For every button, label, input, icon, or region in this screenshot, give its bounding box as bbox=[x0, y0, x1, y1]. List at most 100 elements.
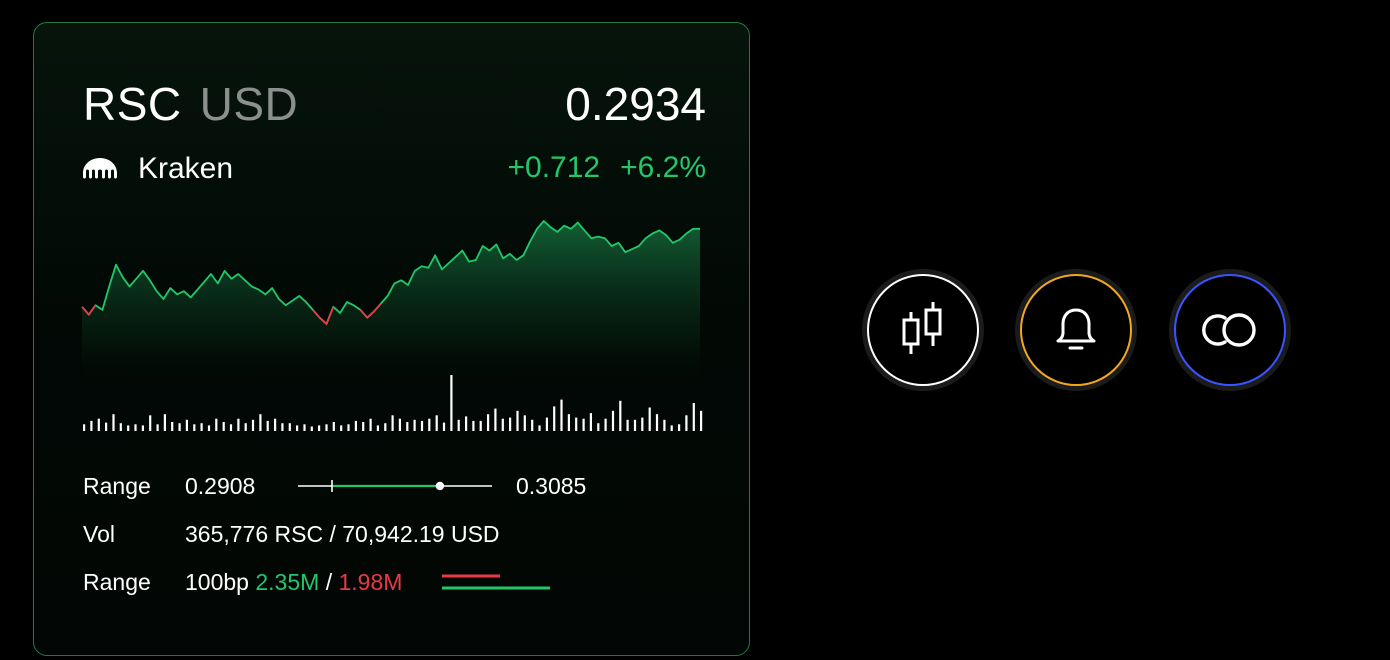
volume-bar bbox=[611, 410, 615, 431]
exchange-name: Kraken bbox=[138, 152, 234, 185]
volume-bar bbox=[347, 424, 350, 431]
volume-bar bbox=[288, 423, 291, 431]
ticker-card[interactable]: RSC USD 0.2934 Kraken +0.712 +6.2% Range … bbox=[33, 22, 750, 656]
range-current-marker bbox=[435, 481, 445, 491]
volume-bar bbox=[472, 420, 475, 431]
quote-currency: USD bbox=[199, 78, 299, 130]
volume-bar bbox=[494, 408, 497, 431]
volume-label: Vol bbox=[83, 521, 115, 547]
volume-bar bbox=[700, 410, 703, 431]
volume-bar bbox=[655, 414, 659, 431]
volume-bar bbox=[406, 422, 409, 431]
volume-bar bbox=[171, 422, 174, 431]
volume-bar bbox=[516, 410, 519, 431]
volume-bar bbox=[193, 424, 196, 431]
volume-bar bbox=[538, 425, 541, 431]
volume-bar bbox=[237, 418, 240, 431]
volume-bar bbox=[648, 407, 651, 431]
volume-bar bbox=[229, 424, 233, 431]
depth-ask: 1.98M bbox=[338, 569, 403, 595]
volume-bar bbox=[83, 424, 86, 431]
price-change: +0.712 +6.2% bbox=[508, 151, 707, 185]
volume-bar bbox=[207, 425, 211, 431]
change-percent: +6.2% bbox=[620, 151, 706, 184]
volume-bar bbox=[90, 420, 93, 431]
coinbase-connect-button[interactable] bbox=[1169, 269, 1291, 391]
volume-bar bbox=[589, 413, 592, 431]
range-low: 0.2908 bbox=[185, 473, 256, 499]
volume-bar bbox=[119, 423, 122, 431]
volume-bar bbox=[420, 420, 424, 431]
volume-bar bbox=[354, 420, 357, 431]
down-segment bbox=[366, 303, 382, 319]
volume-bar bbox=[296, 425, 299, 431]
depth-label: Range bbox=[83, 569, 151, 595]
volume-bar bbox=[163, 414, 166, 431]
volume-bar bbox=[376, 425, 379, 431]
volume-bars bbox=[83, 375, 703, 431]
volume-bar bbox=[325, 424, 328, 431]
volume-bar bbox=[303, 424, 306, 431]
depth-separator: / bbox=[325, 569, 333, 595]
volume-bar bbox=[185, 419, 188, 431]
volume-bar bbox=[685, 415, 688, 431]
volume-bar bbox=[134, 424, 137, 431]
last-price: 0.2934 bbox=[565, 78, 706, 130]
volume-bar bbox=[670, 425, 673, 431]
range-slider bbox=[298, 480, 492, 492]
volume-bar bbox=[310, 426, 313, 431]
volume-bar bbox=[340, 425, 343, 431]
volume-bar bbox=[575, 417, 578, 431]
trading-pair: RSC USD bbox=[83, 77, 298, 131]
volume-bar bbox=[531, 419, 534, 431]
candlestick-icon bbox=[902, 302, 942, 354]
range-label: Range bbox=[83, 473, 151, 499]
down-segment bbox=[319, 306, 335, 326]
range-high: 0.3085 bbox=[516, 473, 587, 499]
volume-bar bbox=[450, 375, 453, 431]
volume-bar bbox=[391, 415, 394, 431]
depth-value: 100bp 2.35M / 1.98M bbox=[185, 569, 402, 596]
volume-bar bbox=[582, 418, 585, 431]
exchange: Kraken bbox=[82, 151, 233, 187]
coinbase-logo-icon bbox=[1202, 313, 1256, 347]
volume-bar bbox=[428, 418, 431, 431]
volume-bar bbox=[678, 424, 681, 431]
depth-bid: 2.35M bbox=[255, 569, 320, 595]
volume-bar bbox=[156, 424, 159, 431]
volume-bar bbox=[567, 414, 570, 431]
price-alert-button[interactable] bbox=[1015, 269, 1137, 391]
depth-bars bbox=[442, 574, 550, 590]
volume-bar bbox=[259, 414, 262, 431]
volume-bar bbox=[178, 423, 181, 431]
volume-bar bbox=[97, 418, 100, 431]
candlestick-chart-button[interactable] bbox=[862, 269, 984, 391]
volume-bar bbox=[626, 419, 629, 431]
depth-prefix: 100bp bbox=[185, 569, 249, 595]
volume-bar bbox=[318, 425, 321, 431]
price-line bbox=[81, 220, 700, 325]
volume-bar bbox=[369, 418, 372, 431]
down-segment bbox=[81, 304, 97, 317]
volume-bar bbox=[281, 423, 284, 431]
volume-bar bbox=[523, 415, 526, 431]
volume-bar bbox=[244, 423, 247, 431]
volume-bar bbox=[332, 422, 335, 431]
base-currency: RSC bbox=[83, 78, 182, 130]
volume-bar bbox=[274, 418, 277, 431]
volume-bar bbox=[597, 423, 600, 431]
volume-bar bbox=[362, 422, 365, 431]
volume-bar bbox=[604, 418, 607, 431]
volume-bar bbox=[112, 414, 115, 431]
volume-bar bbox=[266, 420, 269, 431]
volume-bar bbox=[487, 414, 490, 431]
price-chart[interactable] bbox=[80, 217, 710, 437]
volume-bar bbox=[509, 417, 512, 431]
volume-value: 365,776 RSC / 70,942.19 USD bbox=[185, 521, 500, 547]
down-segments bbox=[81, 303, 382, 326]
volume-bar bbox=[398, 418, 401, 431]
volume-bar bbox=[413, 419, 416, 431]
volume-bar bbox=[465, 416, 468, 431]
volume-bar bbox=[127, 425, 130, 431]
price-area-fill bbox=[82, 221, 700, 387]
